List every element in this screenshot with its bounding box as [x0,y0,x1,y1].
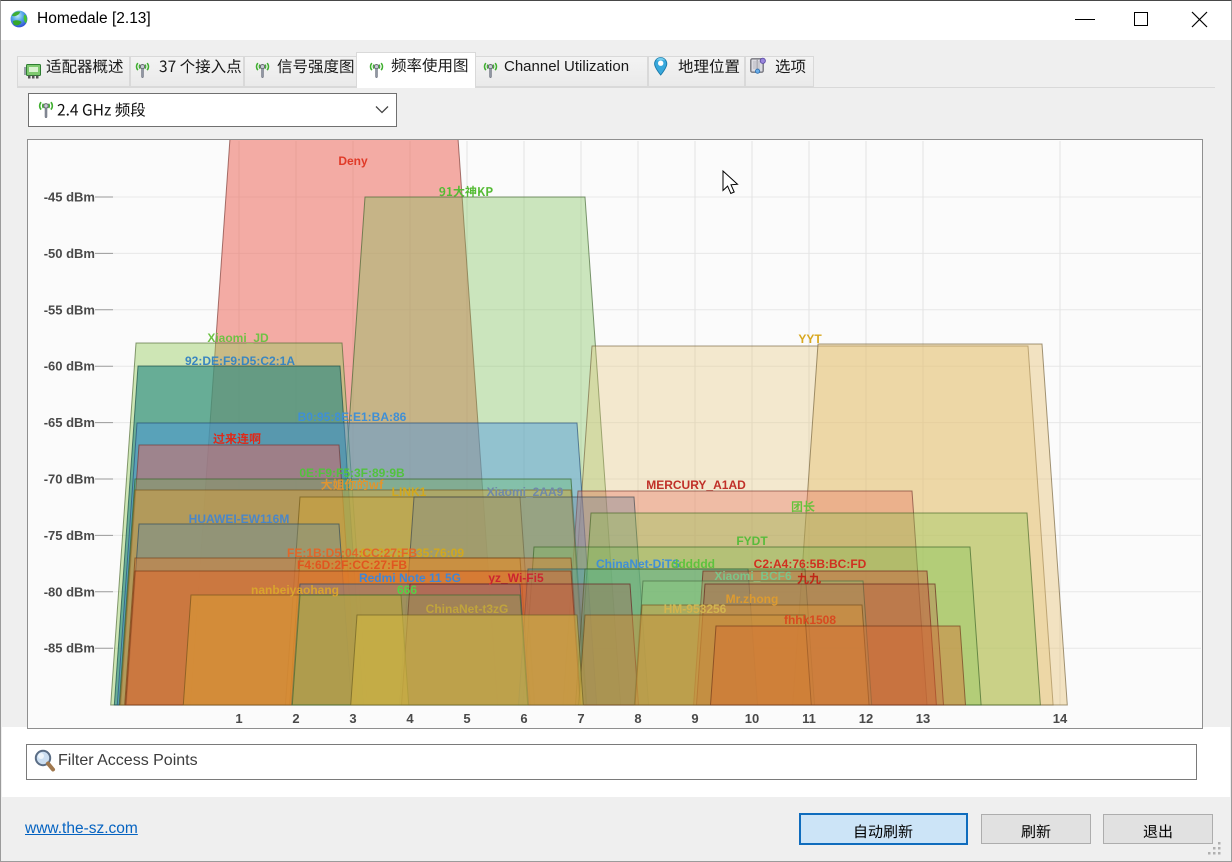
svg-text:F4:6D:2F:CC:27:FB: F4:6D:2F:CC:27:FB [297,558,407,572]
svg-text:-45 dBm: -45 dBm [44,190,95,205]
svg-text:13: 13 [916,711,930,726]
svg-text:-80 dBm: -80 dBm [44,584,95,599]
svg-text:fhhk1508: fhhk1508 [784,613,836,627]
svg-text:Xiaomi_2AA9: Xiaomi_2AA9 [487,485,564,499]
svg-text:Mr.zhong: Mr.zhong [726,592,779,606]
svg-text:5: 5 [463,711,470,726]
svg-text:ChinaNet-DiTS: ChinaNet-DiTS [596,557,680,571]
svg-text:Redmi Note 11 5G: Redmi Note 11 5G [359,571,461,585]
svg-text:HM-953256: HM-953256 [664,602,727,616]
svg-text:666: 666 [397,583,417,597]
svg-text:7: 7 [577,711,584,726]
svg-text:-70 dBm: -70 dBm [44,472,95,487]
svg-text:Xiaomi_BCF6: Xiaomi_BCF6 [714,569,792,583]
svg-text:FE:1B:D5:04:CC:27:FB: FE:1B:D5:04:CC:27:FB [287,546,417,560]
svg-text:6: 6 [520,711,527,726]
svg-text:-65 dBm: -65 dBm [44,415,95,430]
svg-text:4: 4 [406,711,414,726]
svg-text:62:2C:B4:35:76:09: 62:2C:B4:35:76:09 [360,546,464,560]
svg-text:8: 8 [634,711,641,726]
svg-text:10: 10 [745,711,759,726]
svg-text:ChinaNet-t3zG: ChinaNet-t3zG [426,602,509,616]
svg-text:HUAWEI-EW116M: HUAWEI-EW116M [189,512,290,526]
svg-text:3: 3 [349,711,356,726]
svg-text:yz_Wi-Fi5: yz_Wi-Fi5 [488,571,544,585]
svg-text:11: 11 [802,711,816,726]
svg-text:YYT: YYT [798,332,822,346]
svg-text:14: 14 [1053,711,1068,726]
svg-text:LINK1: LINK1 [392,485,427,499]
svg-text:-85 dBm: -85 dBm [44,641,95,656]
svg-text:12: 12 [859,711,873,726]
svg-text:92:DE:F9:D5:C2:1A: 92:DE:F9:D5:C2:1A [185,354,295,368]
svg-text:-60 dBm: -60 dBm [44,359,95,374]
svg-text:Deny: Deny [338,154,368,168]
svg-text:nanbeiyaohang: nanbeiyaohang [251,583,339,597]
svg-text:2: 2 [292,711,299,726]
svg-text:Xiaomi_JD: Xiaomi_JD [207,331,269,345]
svg-text:FYDT: FYDT [736,534,768,548]
svg-text:dddddd: dddddd [671,557,715,571]
svg-text:-55 dBm: -55 dBm [44,302,95,317]
svg-text:0E:F9:F5:3F:89:9B: 0E:F9:F5:3F:89:9B [299,466,405,480]
svg-text:B0:95:8E:E1:BA:86: B0:95:8E:E1:BA:86 [298,410,407,424]
svg-text:MERCURY_A1AD: MERCURY_A1AD [646,478,746,492]
svg-text:1: 1 [235,711,242,726]
svg-text:-50 dBm: -50 dBm [44,246,95,261]
svg-text:9: 9 [691,711,698,726]
svg-text:C2:A4:76:5B:BC:FD: C2:A4:76:5B:BC:FD [754,557,867,571]
svg-text:-75 dBm: -75 dBm [44,528,95,543]
